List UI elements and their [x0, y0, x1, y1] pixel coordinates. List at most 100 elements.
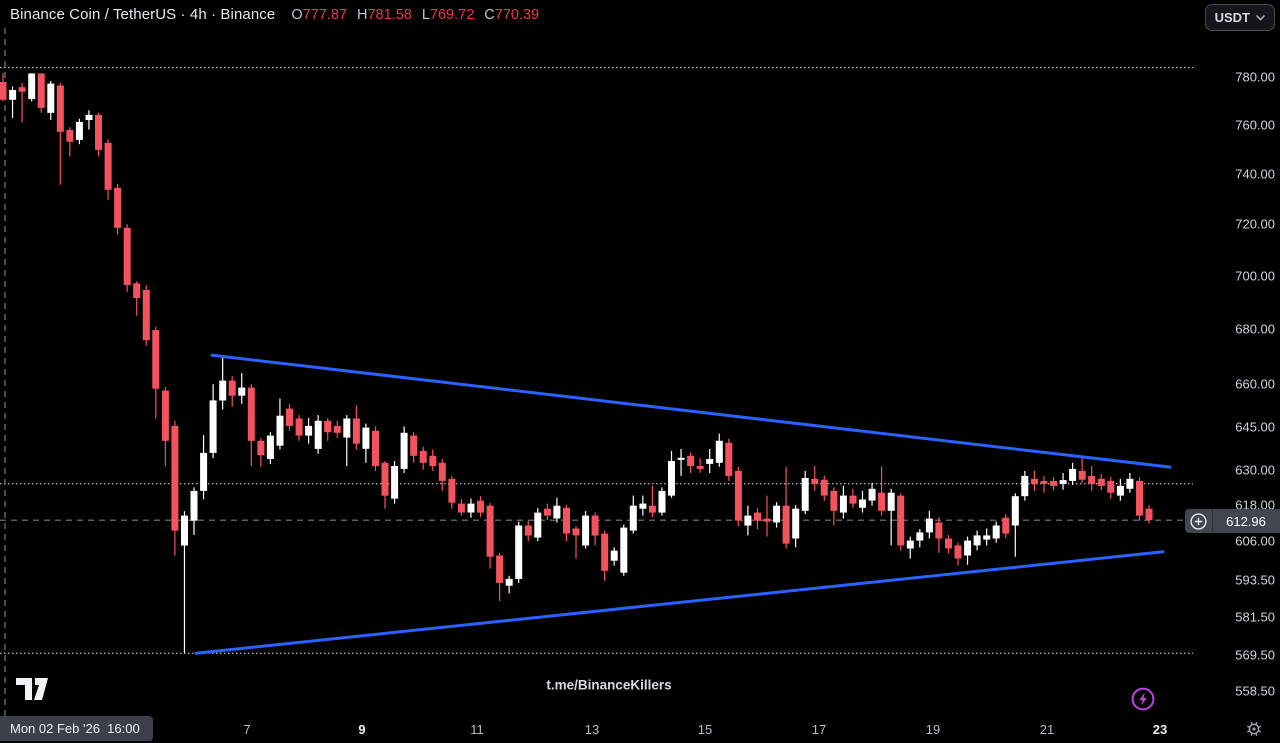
- candle-body: [266, 435, 274, 459]
- candle-body: [648, 505, 656, 513]
- candle-body: [887, 492, 895, 511]
- tradingview-logo-icon[interactable]: [14, 676, 50, 702]
- time-axis-label: 17: [811, 722, 827, 737]
- candle-body: [839, 495, 847, 513]
- ohlc-readout: O777.87 H781.58 L769.72 C770.39: [291, 7, 539, 23]
- time-axis-label: 23: [1152, 722, 1168, 737]
- currency-selector-button[interactable]: USDT: [1204, 4, 1275, 31]
- time-axis[interactable]: 7 9 11 13 15 17 19 21 23: [0, 715, 1280, 743]
- candle-body: [133, 283, 141, 298]
- candle-body: [1059, 480, 1067, 484]
- time-axis-label: 13: [584, 722, 600, 737]
- candle-body: [429, 455, 437, 466]
- timezone-settings-button[interactable]: [1244, 719, 1264, 739]
- trendline-drawing[interactable]: [194, 550, 1165, 655]
- price-axis-label: 618.00: [1235, 497, 1275, 513]
- candle-body: [181, 515, 188, 546]
- candle-body: [658, 490, 666, 513]
- price-axis-label: 760.00: [1235, 117, 1275, 133]
- candle-body: [142, 290, 150, 341]
- candle-body: [706, 459, 714, 464]
- ohlc-high: H781.58: [356, 7, 412, 23]
- candle-body: [114, 187, 122, 228]
- price-axis-label: 780.00: [1235, 69, 1275, 85]
- candle-body: [715, 440, 723, 463]
- price-axis-label: 581.50: [1235, 609, 1275, 625]
- candle-body: [477, 500, 484, 513]
- gear-icon: [1247, 722, 1261, 736]
- candle-body: [524, 525, 532, 536]
- candle-body: [734, 470, 742, 521]
- trendline-drawing[interactable]: [210, 353, 1172, 469]
- time-axis-label: 19: [925, 722, 941, 737]
- candle-body: [868, 488, 876, 501]
- candle-body: [906, 540, 914, 549]
- candle-body: [1078, 470, 1086, 480]
- price-axis-label: 660.00: [1235, 376, 1275, 392]
- candle-body: [410, 435, 418, 456]
- ohlc-close: C770.39: [484, 7, 540, 23]
- candle-body: [1011, 496, 1019, 526]
- candle-body: [696, 466, 704, 469]
- candle-body: [95, 114, 102, 150]
- candlestick-series: [0, 73, 1153, 654]
- add-alert-plus-button[interactable]: [1185, 509, 1213, 533]
- candle-body: [1088, 475, 1096, 484]
- candle-body: [1107, 480, 1115, 493]
- candle-body: [228, 380, 236, 396]
- candle-body: [505, 578, 513, 586]
- candle-body: [18, 87, 26, 92]
- candle-body: [295, 418, 303, 436]
- candle-body: [859, 499, 866, 508]
- candle-body: [563, 507, 570, 534]
- candle-body: [419, 450, 427, 463]
- chevron-down-icon: [1256, 14, 1265, 21]
- candle-body: [553, 505, 561, 519]
- candle-body: [820, 479, 828, 496]
- candle-body: [964, 540, 972, 556]
- candle-body: [104, 142, 112, 190]
- candle-body: [763, 518, 771, 522]
- price-axis-label: 700.00: [1235, 268, 1275, 284]
- price-axis-label: 630.00: [1235, 462, 1275, 478]
- symbol-title[interactable]: Binance Coin / TetherUS · 4h · Binance: [10, 6, 276, 23]
- plus-circle-icon: [1190, 512, 1207, 530]
- candle-body: [1097, 478, 1105, 486]
- ohlc-low: L769.72: [421, 7, 475, 23]
- lightning-icon: [1131, 687, 1155, 711]
- candle-body: [66, 129, 74, 142]
- candle-body: [639, 503, 647, 509]
- candle-body: [209, 400, 217, 453]
- candle-body: [123, 227, 131, 285]
- candle-body: [668, 461, 675, 496]
- crosshair-price-label: 612.96: [1226, 513, 1266, 529]
- candle-body: [1040, 480, 1048, 484]
- candle-body: [352, 418, 360, 444]
- candle-body: [725, 442, 733, 476]
- candle-body: [811, 478, 819, 484]
- candle-body: [677, 457, 685, 460]
- candle-body: [1050, 480, 1057, 486]
- candle-body: [801, 478, 809, 511]
- candle-body: [534, 512, 542, 538]
- crosshair-price-badge: 612.96: [1185, 509, 1280, 533]
- candle-body: [219, 380, 227, 401]
- ohlc-open: O777.87: [291, 7, 347, 23]
- candle-body: [457, 503, 465, 513]
- price-axis-label: 606.00: [1235, 533, 1275, 549]
- time-axis-label: 7: [243, 722, 251, 737]
- candle-body: [85, 114, 93, 120]
- candle-body: [754, 512, 761, 521]
- price-axis[interactable]: 780.00 760.00 740.00 720.00 700.00 680.00 660.…: [1192, 0, 1280, 743]
- price-axis-label: 680.00: [1235, 321, 1275, 337]
- candle-body: [28, 73, 36, 100]
- flash-boost-button[interactable]: [1130, 686, 1156, 712]
- candle-body: [362, 427, 370, 449]
- candle-body: [620, 527, 628, 573]
- candle-body: [324, 420, 332, 433]
- candle-body: [171, 425, 179, 531]
- candle-body: [391, 466, 399, 499]
- currency-label: USDT: [1214, 10, 1250, 25]
